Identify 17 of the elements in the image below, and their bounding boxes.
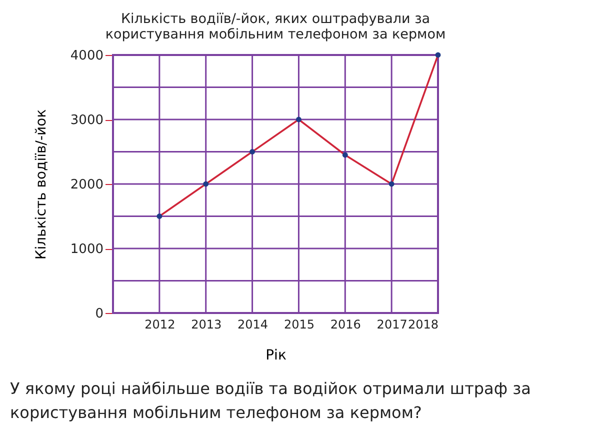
- y-tick-label: 4000: [70, 48, 104, 64]
- x-tick-label: 2013: [191, 318, 222, 332]
- x-tick-label: 2018: [408, 318, 438, 332]
- x-tick-label: 2016: [330, 318, 361, 332]
- y-tick-label: 0: [95, 306, 104, 322]
- text: користування мобільним телефоном за кермом: [105, 26, 446, 42]
- x-tick-label: 2017: [376, 318, 408, 332]
- y-axis-title: Кількість водіїв/-йок: [33, 109, 50, 260]
- x-axis-title: Рік: [266, 348, 286, 364]
- y-tick-label: 1000: [70, 242, 104, 257]
- y-tick-label: 2000: [70, 178, 104, 192]
- text: У якому році найбільше водіїв та водійок отримали штраф за користування мобільним телефоном за кермом?: [10, 379, 531, 422]
- x-tick-label: 2012: [144, 318, 176, 332]
- text: Кількість водіїв/-йок, яких оштрафували за: [120, 11, 430, 27]
- x-tick-label: 2015: [284, 318, 314, 332]
- x-tick-label: 2014: [238, 318, 268, 332]
- y-tick-label: 3000: [70, 113, 104, 128]
